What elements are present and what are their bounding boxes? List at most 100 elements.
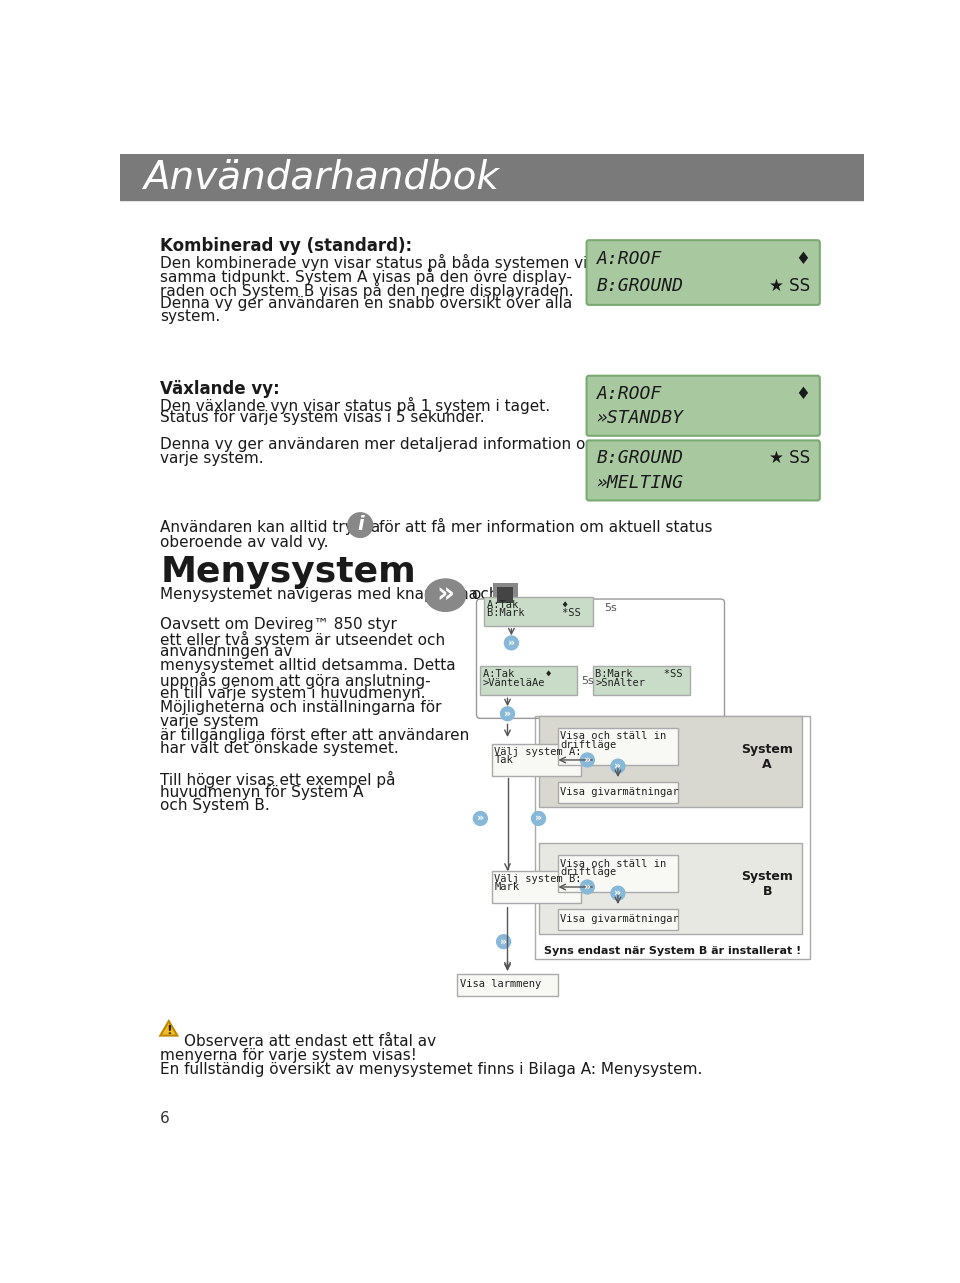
Text: menyerna för varje system visas!: menyerna för varje system visas! — [160, 1048, 417, 1062]
Bar — [457, 974, 558, 996]
Text: driftläge: driftläge — [561, 740, 616, 751]
Text: system.: system. — [160, 309, 221, 325]
FancyBboxPatch shape — [587, 440, 820, 500]
Text: »MELTING: »MELTING — [596, 473, 684, 491]
Text: Denna vy ger användaren mer detaljerad information om: Denna vy ger användaren mer detaljerad i… — [160, 438, 601, 453]
FancyBboxPatch shape — [587, 376, 820, 436]
Text: System
B: System B — [741, 870, 793, 898]
Text: ★ SS: ★ SS — [769, 277, 809, 295]
Circle shape — [500, 707, 515, 721]
Text: B:GROUND: B:GROUND — [596, 277, 684, 295]
Text: Välj system A:: Välj system A: — [494, 747, 582, 757]
Circle shape — [611, 887, 625, 901]
Text: driftläge: driftläge — [561, 867, 616, 878]
Text: en till varje system i huvudmenyn.: en till varje system i huvudmenyn. — [160, 686, 426, 701]
Text: >SnÄlter: >SnÄlter — [595, 677, 645, 688]
Bar — [484, 597, 592, 626]
Circle shape — [611, 760, 625, 774]
Circle shape — [348, 513, 372, 538]
Bar — [492, 871, 581, 903]
Bar — [497, 588, 513, 603]
Text: för att få mer information om aktuell status: för att få mer information om aktuell st… — [379, 520, 712, 535]
Text: 5s: 5s — [581, 676, 594, 685]
Text: huvudmenyn för System A: huvudmenyn för System A — [160, 785, 364, 799]
Text: >VänteläAe: >VänteläAe — [483, 677, 545, 688]
Text: »: » — [584, 881, 591, 892]
Text: »: » — [504, 708, 511, 718]
Bar — [492, 744, 581, 776]
Bar — [558, 854, 678, 892]
Text: »: » — [614, 761, 621, 771]
Text: B:Mark      *SS: B:Mark *SS — [488, 608, 581, 618]
Text: .: . — [523, 588, 528, 603]
Text: »: » — [500, 937, 507, 947]
Bar — [539, 843, 802, 934]
Circle shape — [496, 935, 511, 948]
Text: Denna vy ger användaren en snabb översikt över alla: Denna vy ger användaren en snabb översik… — [160, 295, 572, 310]
Text: Den växlande vyn visar status på 1 system i taget.: Den växlande vyn visar status på 1 syste… — [160, 396, 550, 413]
Text: System
A: System A — [741, 743, 793, 771]
Text: A:ROOF: A:ROOF — [596, 385, 661, 403]
Text: är tillgängliga först efter att användaren: är tillgängliga först efter att användar… — [160, 727, 469, 743]
Text: Visa givarmätningar: Visa givarmätningar — [561, 786, 679, 797]
Circle shape — [473, 812, 488, 825]
Text: Menysystemet navigeras med knapparna: Menysystemet navigeras med knapparna — [160, 588, 478, 603]
Text: ★ SS: ★ SS — [769, 449, 809, 467]
Bar — [535, 716, 809, 958]
Text: Tak: Tak — [494, 756, 513, 766]
Text: ett eller två system är utseendet och: ett eller två system är utseendet och — [160, 630, 445, 648]
Text: och: och — [471, 588, 498, 603]
Text: »: » — [437, 580, 454, 608]
Text: Visa larmmeny: Visa larmmeny — [460, 979, 541, 989]
Text: 5s: 5s — [605, 603, 617, 613]
Text: i: i — [357, 514, 364, 534]
Text: uppnås genom att göra anslutning-: uppnås genom att göra anslutning- — [160, 672, 431, 689]
Text: Menysystem: Menysystem — [160, 556, 416, 589]
Text: användningen av: användningen av — [160, 644, 293, 659]
Text: Visa givarmätningar: Visa givarmätningar — [561, 913, 679, 924]
Text: varje system: varje system — [160, 713, 259, 729]
Text: B:Mark     *SS: B:Mark *SS — [595, 670, 683, 679]
Text: »STANDBY: »STANDBY — [596, 409, 684, 427]
Circle shape — [532, 812, 545, 825]
Text: Användarhandbok: Användarhandbok — [143, 158, 499, 196]
Text: En fullständig översikt av menysystemet finns i Bilaga A: Menysystem.: En fullständig översikt av menysystemet … — [160, 1062, 703, 1076]
Text: har valt det önskade systemet.: har valt det önskade systemet. — [160, 742, 399, 757]
Text: Oavsett om Devireg™ 850 styr: Oavsett om Devireg™ 850 styr — [160, 617, 397, 631]
Text: B:GROUND: B:GROUND — [596, 449, 684, 467]
Text: »: » — [584, 754, 591, 765]
Ellipse shape — [425, 579, 466, 611]
Text: A:Tak     ♦: A:Tak ♦ — [483, 670, 551, 679]
Bar — [558, 727, 678, 765]
Text: samma tidpunkt. System A visas på den övre display-: samma tidpunkt. System A visas på den öv… — [160, 268, 572, 285]
Text: »: » — [614, 888, 621, 898]
Text: ♦: ♦ — [795, 250, 809, 268]
Text: Användaren kan alltid trycka: Användaren kan alltid trycka — [160, 520, 380, 535]
Text: »: » — [535, 813, 542, 824]
Polygon shape — [160, 1021, 178, 1035]
Text: Visa och ställ in: Visa och ställ in — [561, 731, 666, 742]
Text: och System B.: och System B. — [160, 798, 270, 813]
Text: Syns endast när System B är installerat !: Syns endast när System B är installerat … — [543, 946, 801, 956]
Text: Observera att endast ett fåtal av: Observera att endast ett fåtal av — [183, 1034, 436, 1049]
FancyBboxPatch shape — [587, 240, 820, 305]
Text: raden och System B visas på den nedre displayraden.: raden och System B visas på den nedre di… — [160, 282, 574, 299]
Bar — [558, 908, 678, 930]
Text: varje system.: varje system. — [160, 452, 264, 466]
Text: Möjligheterna och inställningarna för: Möjligheterna och inställningarna för — [160, 701, 442, 715]
Text: Till höger visas ett exempel på: Till höger visas ett exempel på — [160, 771, 396, 788]
Bar — [558, 781, 678, 803]
Text: Kombinerad vy (standard):: Kombinerad vy (standard): — [160, 237, 413, 255]
Circle shape — [504, 636, 518, 650]
Bar — [480, 666, 577, 695]
Text: A:ROOF: A:ROOF — [596, 250, 661, 268]
Text: Visa och ställ in: Visa och ställ in — [561, 858, 666, 869]
Circle shape — [581, 880, 594, 894]
Text: Mark: Mark — [494, 883, 519, 893]
Text: »: » — [508, 638, 515, 648]
Text: !: ! — [166, 1024, 172, 1037]
Text: Växlande vy:: Växlande vy: — [160, 380, 280, 398]
Text: menysystemet alltid detsamma. Detta: menysystemet alltid detsamma. Detta — [160, 658, 456, 674]
Bar — [539, 716, 802, 807]
Bar — [592, 666, 689, 695]
